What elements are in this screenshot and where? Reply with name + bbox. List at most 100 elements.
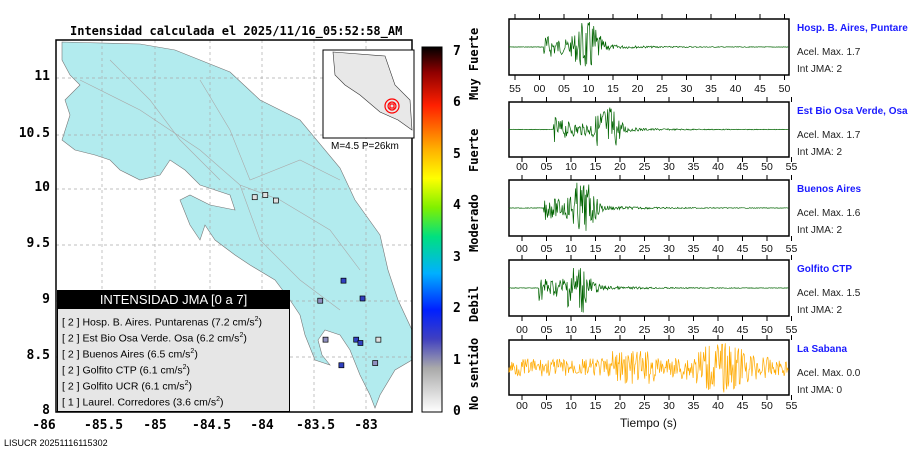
waveform-tick-label: 45: [736, 243, 749, 255]
legend-station: Buenos Aires: [82, 348, 145, 361]
waveform-tick-label: 30: [663, 324, 675, 336]
map-frame: [55, 39, 413, 413]
colorbar: [421, 46, 443, 413]
legend-close: ): [258, 316, 263, 329]
waveform-tick-label: 50: [761, 324, 773, 336]
waveform-tick-label: 20: [614, 400, 626, 412]
epicenter-icon: [384, 98, 400, 114]
colorbar-tick-label: 5: [453, 146, 461, 162]
waveform-tick-label: 30: [663, 161, 675, 173]
legend-acceleration: (7.2 cm/s: [211, 316, 255, 329]
intensity-legend: INTENSIDAD JMA [0 a 7] [ 2 ] Hosp. B. Ai…: [57, 290, 290, 412]
legend-close: ): [186, 364, 191, 377]
station-marker[interactable]: [359, 295, 366, 302]
waveform-tick-label: 00: [516, 324, 528, 336]
waveform-trace: [508, 343, 789, 393]
colorbar-tick-label: 2: [453, 301, 461, 316]
waveform-tick-label: 05: [558, 83, 570, 95]
waveform-trace: [508, 267, 789, 313]
waveform-tick-label: 20: [614, 243, 626, 255]
station-marker[interactable]: [353, 336, 360, 343]
waveform-tick-label: 40: [712, 324, 724, 336]
waveform-tick-label: 05: [540, 324, 553, 336]
legend-unit-exp: 2: [190, 348, 195, 355]
y-tick-label: 11: [34, 69, 50, 84]
x-tick-label: -83: [354, 418, 378, 433]
colorbar-tick-label: 0: [453, 404, 461, 419]
station-name: Golfito CTP: [797, 264, 852, 275]
station-intensity: Int JMA: 2: [797, 147, 843, 158]
waveform-tick-label: 30: [680, 83, 693, 95]
legend-item: [ 2 ] Hosp. B. Aires. Puntarenas (7.2 cm…: [58, 312, 289, 329]
station-intensity: Int JMA: 2: [797, 225, 843, 236]
station-marker[interactable]: [251, 194, 258, 201]
station-intensity: Int JMA: 0: [797, 385, 843, 396]
station-marker[interactable]: [372, 360, 379, 366]
waveform-trace: [509, 22, 789, 67]
station-name: Buenos Aires: [797, 184, 862, 195]
station-marker[interactable]: [340, 277, 347, 284]
x-tick-label: -83.5: [296, 418, 336, 433]
waveform-tick-label: 15: [589, 324, 602, 336]
legend-item: [ 2 ] Buenos Aires (6.5 cm/s2): [58, 344, 289, 361]
waveform-tick-label: 45: [754, 83, 766, 95]
legend-close: ): [194, 348, 198, 361]
station-marker[interactable]: [262, 192, 269, 198]
waveform-tick-label: 10: [565, 400, 577, 412]
station-name: La Sabana: [797, 344, 848, 355]
legend-unit-exp: 2: [182, 364, 187, 371]
legend-station: Est Bio Osa Verde. Osa: [82, 332, 194, 345]
waveform-tick-label: 50: [761, 161, 773, 173]
station-intensity: Int JMA: 2: [797, 64, 843, 75]
waveform-tick-label: 35: [687, 243, 700, 255]
legend-acceleration: (6.1 cm/s: [141, 380, 185, 393]
waveform-tick-label: 20: [631, 83, 644, 95]
waveform-tick-label: 35: [687, 400, 700, 412]
legend-intensity: [ 1 ]: [62, 396, 80, 409]
waveform-tick-label: 55: [785, 400, 798, 412]
station-marker[interactable]: [322, 336, 329, 343]
x-tick-label: -84.5: [192, 418, 232, 433]
waveform-tick-label: 50: [778, 83, 791, 95]
station-marker[interactable]: [317, 297, 324, 304]
waveform-trace: [508, 107, 789, 146]
legend-item: [ 1 ] Laurel. Corredores (3.6 cm/s2): [58, 392, 289, 409]
waveform-frame: [508, 339, 790, 396]
legend-unit-exp: 2: [239, 332, 244, 339]
legend-acceleration: (6.1 cm/s: [139, 364, 183, 377]
legend-intensity: [ 2 ]: [62, 316, 80, 329]
legend-close: ): [243, 332, 247, 345]
waveform-tick-label: 20: [614, 161, 626, 173]
legend-item: [ 2 ] Est Bio Osa Verde. Osa (6.2 cm/s2): [58, 328, 289, 345]
legend-intensity: [ 2 ]: [62, 380, 80, 393]
x-axis-label: Tiempo (s): [620, 416, 677, 430]
waveform-tick-label: 55: [785, 324, 798, 336]
x-tick-label: -85: [143, 418, 167, 433]
waveform-tick-label: 40: [729, 83, 742, 95]
station-marker[interactable]: [375, 336, 382, 343]
legend-station: Laurel. Corredores: [82, 396, 170, 409]
station-name: Hosp. B. Aires, Puntare: [797, 23, 908, 34]
waveform-tick-label: 00: [516, 161, 528, 173]
waveform-tick-label: 05: [540, 243, 553, 255]
station-intensity: Int JMA: 2: [797, 305, 843, 316]
legend-intensity: [ 2 ]: [62, 364, 80, 377]
station-name: Est Bio Osa Verde, Osa: [797, 106, 908, 117]
waveform-tick-label: 35: [705, 83, 717, 95]
legend-station: Golfito CTP: [82, 364, 137, 377]
colorbar-category-label: Fuerte: [467, 128, 481, 172]
legend-title: INTENSIDAD JMA [0 a 7]: [58, 291, 289, 309]
waveform-tick-label: 25: [638, 161, 651, 173]
station-marker[interactable]: [357, 340, 364, 346]
station-marker[interactable]: [273, 197, 279, 204]
legend-item: [ 2 ] Golfito UCR (6.1 cm/s2): [58, 376, 289, 393]
colorbar-tick-label: 7: [453, 43, 461, 59]
legend-acceleration: (6.2 cm/s: [196, 332, 240, 345]
waveform-tick-label: 55: [509, 83, 521, 95]
station-marker[interactable]: [338, 362, 345, 369]
waveform-tick-label: 15: [589, 400, 602, 412]
inset-label: M=4.5 P=26km: [331, 141, 399, 152]
x-tick-label: -84: [250, 418, 274, 433]
colorbar-category-label: Muy Fuerte: [467, 27, 481, 100]
